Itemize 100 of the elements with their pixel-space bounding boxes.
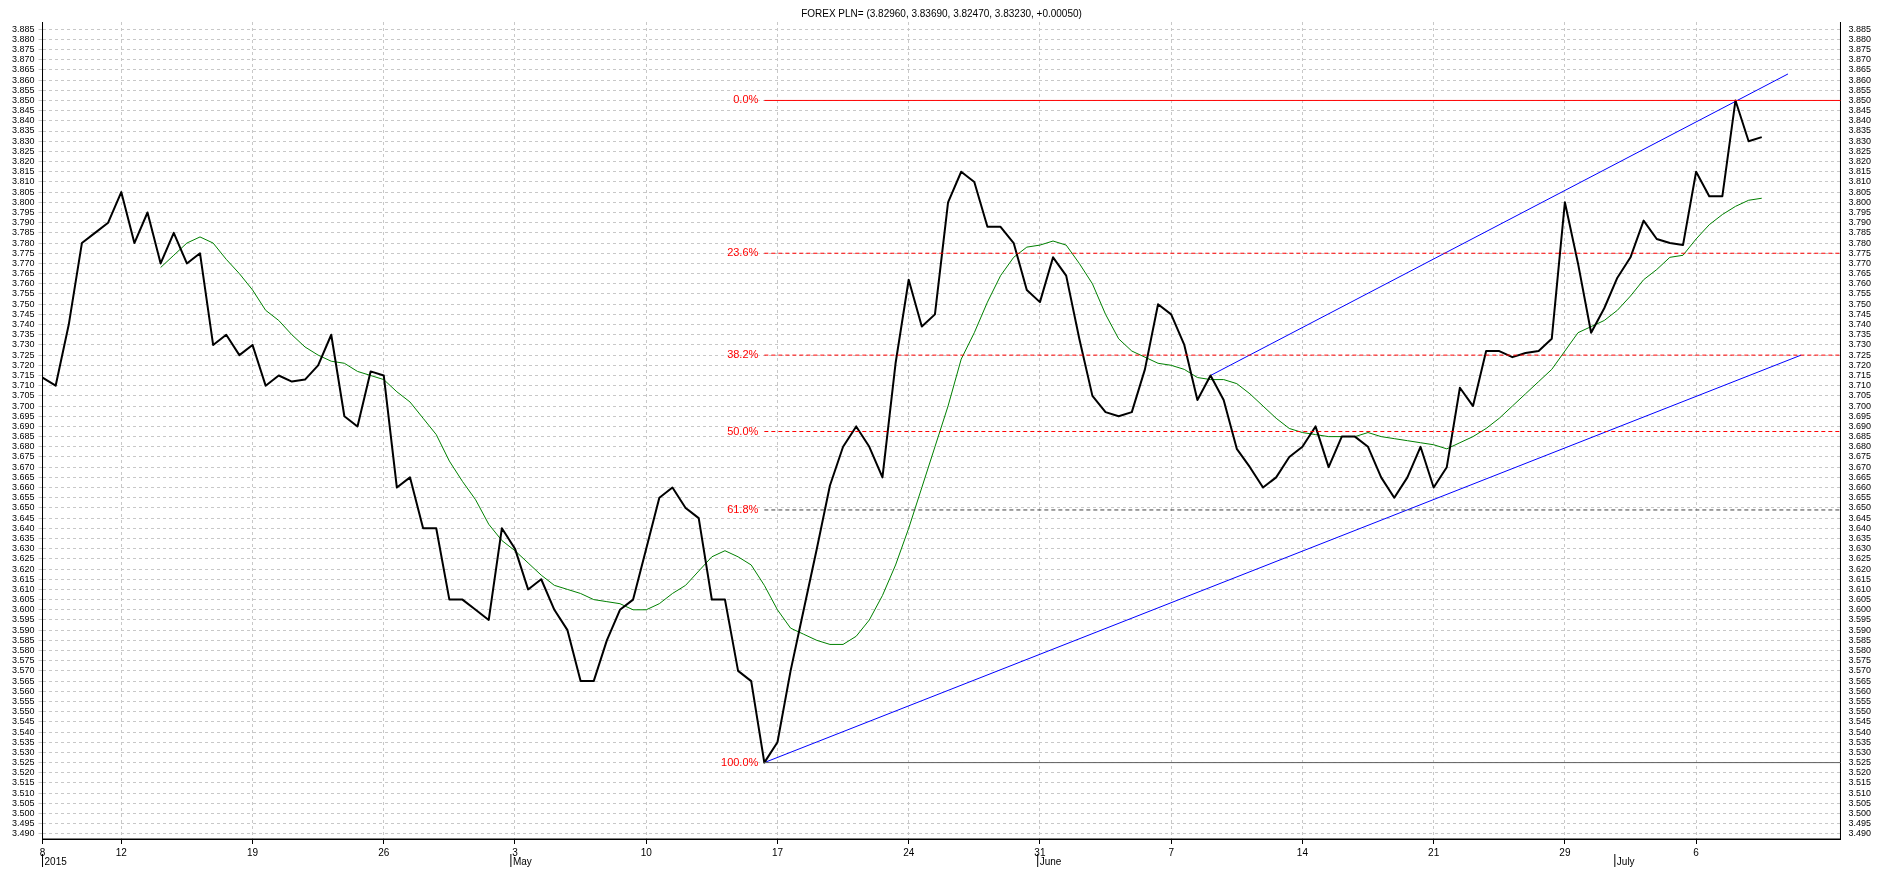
y-tick-label: 3.635 [1848,532,1872,543]
x-tick-label: 31 [1034,846,1046,858]
y-tick-label: 3.490 [1848,828,1872,839]
y-tick-label: 3.625 [1848,553,1872,564]
chart-title: FOREX PLN= (3.82960, 3.83690, 3.82470, 3.83230, +0.00050) [801,7,1082,19]
annotation: 0.0% [733,93,759,106]
y-tick-label: 3.585 [1848,634,1872,645]
y-tick-label: 3.675 [1848,451,1872,462]
y2-tick-label: 3.740 [11,319,35,330]
y-tick-label: 3.555 [1848,695,1872,706]
y2-tick-label: 3.610 [11,583,35,594]
y2-tick-label: 3.660 [11,482,35,493]
y-tick-label: 3.575 [1848,655,1872,666]
y2-tick-label: 3.510 [11,787,35,798]
y-tick-label: 3.620 [1848,563,1872,574]
y-tick-label: 3.800 [1848,196,1872,207]
y2-tick-label: 3.630 [11,543,35,554]
y2-tick-label: 3.855 [11,84,35,95]
y-tick-label: 3.560 [1848,685,1872,696]
y2-tick-label: 3.865 [11,64,35,75]
y-tick-label: 3.605 [1848,594,1872,605]
y-tick-label: 3.760 [1848,278,1872,289]
y-tick-label: 3.845 [1848,105,1872,116]
x-tick-label: 24 [903,846,915,858]
y2-tick-label: 3.815 [11,166,35,177]
annotation: 50.0% [727,424,759,437]
y2-tick-label: 3.525 [11,757,35,768]
y-tick-label: 3.700 [1848,400,1872,411]
y2-tick-label: 3.870 [11,54,35,65]
y-tick-label: 3.875 [1848,43,1872,54]
y-tick-label: 3.695 [1848,410,1872,421]
x-tick-label: 14 [1296,846,1309,858]
x-tick-label: 19 [246,846,259,858]
y-tick-label: 3.630 [1848,543,1872,554]
y-tick-label: 3.830 [1848,135,1872,146]
y2-tick-label: 3.790 [11,217,35,228]
annotation: 38.2% [727,348,759,361]
y2-tick-label: 3.615 [11,573,35,584]
y2-tick-label: 3.650 [11,502,35,513]
y2-tick-label: 3.695 [11,410,35,421]
annotation: 100.0% [721,755,759,768]
y-tick-label: 3.600 [1848,604,1872,615]
y2-tick-label: 3.745 [11,308,35,319]
y-tick-label: 3.850 [1848,94,1872,105]
y2-tick-label: 3.850 [11,94,35,105]
text: May [512,855,532,867]
y-tick-label: 3.755 [1848,288,1872,299]
y2-tick-label: 3.885 [11,23,35,34]
y-tick-label: 3.730 [1848,339,1872,350]
y2-tick-label: 3.520 [11,767,35,778]
y-tick-label: 3.885 [1848,23,1872,34]
y-tick-label: 3.650 [1848,502,1872,513]
y-tick-label: 3.815 [1848,166,1872,177]
y2-tick-label: 3.655 [11,492,35,503]
x-tick-label: 10 [640,846,653,858]
y-tick-label: 3.655 [1848,492,1872,503]
y2-tick-label: 3.515 [11,777,35,788]
y2-tick-label: 3.840 [11,115,35,126]
y-tick-label: 3.680 [1848,441,1872,452]
y-tick-label: 3.795 [1848,206,1872,217]
y2-tick-label: 3.800 [11,196,35,207]
y-tick-label: 3.750 [1848,298,1872,309]
y-tick-label: 3.825 [1848,145,1872,156]
y-tick-label: 3.545 [1848,716,1872,727]
y-tick-label: 3.870 [1848,54,1872,65]
y-tick-label: 3.770 [1848,257,1872,268]
y2-tick-label: 3.785 [11,227,35,238]
y-tick-label: 3.685 [1848,431,1872,442]
x-tick-label: 3 [512,846,519,858]
y2-tick-label: 3.710 [11,380,35,391]
x-tick-label: 7 [1168,846,1175,858]
y2-tick-label: 3.590 [11,624,35,635]
y2-tick-label: 3.715 [11,369,35,380]
y2-tick-label: 3.680 [11,441,35,452]
y2-tick-label: 3.640 [11,522,35,533]
y-tick-label: 3.765 [1848,268,1872,279]
y2-tick-label: 3.820 [11,156,35,167]
y2-tick-label: 3.605 [11,594,35,605]
y-tick-label: 3.710 [1848,380,1872,391]
y-tick-label: 3.535 [1848,736,1872,747]
y2-tick-label: 3.645 [11,512,35,523]
y-tick-label: 3.745 [1848,308,1872,319]
y-tick-label: 3.660 [1848,482,1872,493]
y2-tick-label: 3.775 [11,247,35,258]
y2-tick-label: 3.755 [11,288,35,299]
y2-tick-label: 3.860 [11,74,35,85]
y-tick-label: 3.840 [1848,115,1872,126]
y-tick-label: 3.515 [1848,777,1872,788]
y-tick-label: 3.665 [1848,471,1872,482]
y2-tick-label: 3.725 [11,349,35,360]
y2-tick-label: 3.770 [11,257,35,268]
y2-tick-label: 3.830 [11,135,35,146]
y2-tick-label: 3.735 [11,329,35,340]
y2-tick-label: 3.560 [11,685,35,696]
y-tick-label: 3.865 [1848,64,1872,75]
y-tick-label: 3.670 [1848,461,1872,472]
y-tick-label: 3.810 [1848,176,1872,187]
y-tick-label: 3.525 [1848,757,1872,768]
y-tick-label: 3.705 [1848,390,1872,401]
y2-tick-label: 3.805 [11,186,35,197]
